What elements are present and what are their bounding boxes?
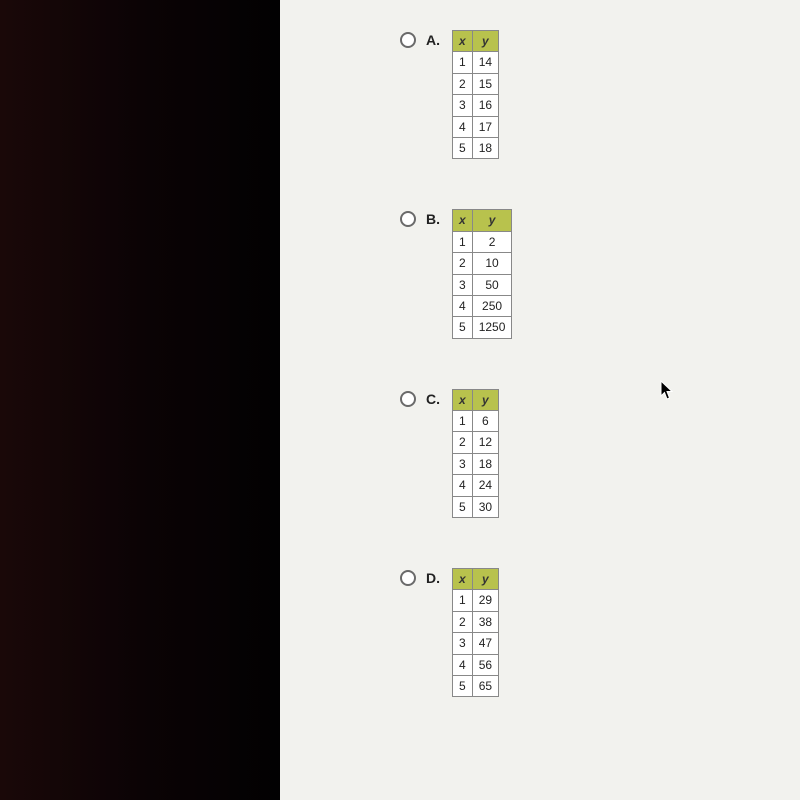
- left-dark-panel: [0, 0, 280, 800]
- radio-d[interactable]: [400, 570, 416, 586]
- table-row: 51250: [453, 317, 512, 338]
- table-row: 350: [453, 274, 512, 295]
- table-row: 318: [453, 453, 499, 474]
- radio-a[interactable]: [400, 32, 416, 48]
- table-row: 4250: [453, 295, 512, 316]
- table-c: x y 16 212 318 424 530: [452, 389, 499, 518]
- table-row: 238: [453, 611, 499, 632]
- table-c-header-x: x: [453, 389, 473, 410]
- table-d: x y 129 238 347 456 565: [452, 568, 499, 697]
- radio-c[interactable]: [400, 391, 416, 407]
- option-a-label: A.: [426, 32, 444, 48]
- table-row: 215: [453, 73, 499, 94]
- table-row: 212: [453, 432, 499, 453]
- table-b: x y 12 210 350 4250 51250: [452, 209, 512, 338]
- table-row: 129: [453, 590, 499, 611]
- table-row: 456: [453, 654, 499, 675]
- table-d-header-y: y: [472, 569, 498, 590]
- option-c: C. x y 16 212 318 424 530: [400, 389, 770, 518]
- table-row: 417: [453, 116, 499, 137]
- table-row: 16: [453, 411, 499, 432]
- table-d-header-x: x: [453, 569, 473, 590]
- option-b-label: B.: [426, 211, 444, 227]
- option-d-label: D.: [426, 570, 444, 586]
- table-row: 424: [453, 475, 499, 496]
- table-row: 565: [453, 675, 499, 696]
- table-row: 530: [453, 496, 499, 517]
- table-row: 12: [453, 231, 512, 252]
- table-row: 114: [453, 52, 499, 73]
- option-d: D. x y 129 238 347 456 565: [400, 568, 770, 697]
- table-b-header-y: y: [472, 210, 512, 231]
- table-row: 518: [453, 137, 499, 158]
- table-c-header-y: y: [472, 389, 498, 410]
- table-a-header-x: x: [453, 31, 473, 52]
- quiz-content-area: A. x y 114 215 316 417 518 B. x y 12 210…: [280, 0, 800, 800]
- option-b: B. x y 12 210 350 4250 51250: [400, 209, 770, 338]
- radio-b[interactable]: [400, 211, 416, 227]
- option-a: A. x y 114 215 316 417 518: [400, 30, 770, 159]
- table-a-header-y: y: [472, 31, 498, 52]
- table-row: 347: [453, 633, 499, 654]
- table-b-header-x: x: [453, 210, 473, 231]
- table-row: 210: [453, 253, 512, 274]
- table-a: x y 114 215 316 417 518: [452, 30, 499, 159]
- option-c-label: C.: [426, 391, 444, 407]
- table-row: 316: [453, 95, 499, 116]
